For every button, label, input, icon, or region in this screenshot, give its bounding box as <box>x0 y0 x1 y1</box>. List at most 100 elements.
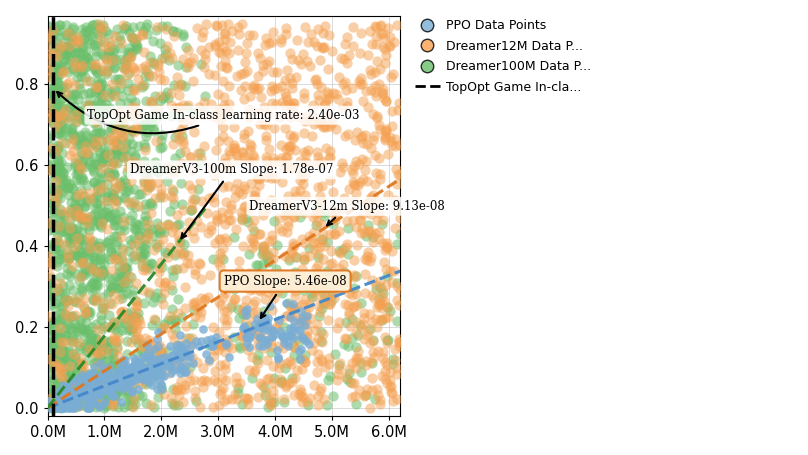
Dreamer100M Data P... <box>141 20 154 28</box>
Dreamer12M Data P... <box>258 344 271 351</box>
Dreamer100M Data P... <box>53 210 66 217</box>
Dreamer100M Data P... <box>59 44 72 51</box>
Dreamer12M Data P... <box>358 310 371 317</box>
PPO Data Points <box>140 372 153 379</box>
Dreamer12M Data P... <box>62 255 75 263</box>
Dreamer12M Data P... <box>248 187 261 195</box>
PPO Data Points <box>167 352 180 359</box>
Dreamer12M Data P... <box>60 89 73 96</box>
Dreamer100M Data P... <box>242 250 255 258</box>
Dreamer100M Data P... <box>71 165 84 172</box>
PPO Data Points <box>99 371 112 379</box>
Dreamer100M Data P... <box>85 282 98 289</box>
Dreamer12M Data P... <box>372 154 385 162</box>
Dreamer100M Data P... <box>57 46 69 54</box>
Dreamer12M Data P... <box>246 158 259 165</box>
Dreamer12M Data P... <box>242 400 255 408</box>
Dreamer12M Data P... <box>44 263 57 270</box>
PPO Data Points <box>92 391 105 399</box>
Dreamer100M Data P... <box>78 304 90 312</box>
Dreamer12M Data P... <box>335 55 347 62</box>
Dreamer12M Data P... <box>343 365 356 373</box>
Dreamer100M Data P... <box>187 306 200 313</box>
Dreamer12M Data P... <box>228 296 241 303</box>
PPO Data Points <box>113 380 126 388</box>
Dreamer100M Data P... <box>77 35 90 42</box>
Dreamer100M Data P... <box>47 341 60 348</box>
PPO Data Points <box>48 404 61 411</box>
Dreamer12M Data P... <box>116 308 129 315</box>
Dreamer100M Data P... <box>52 222 65 230</box>
Dreamer12M Data P... <box>138 335 151 342</box>
Dreamer12M Data P... <box>69 154 82 161</box>
PPO Data Points <box>47 404 60 411</box>
Dreamer12M Data P... <box>44 273 57 280</box>
Dreamer12M Data P... <box>282 219 295 226</box>
Dreamer12M Data P... <box>53 222 65 229</box>
Dreamer100M Data P... <box>175 313 188 320</box>
Dreamer100M Data P... <box>59 296 72 303</box>
Dreamer12M Data P... <box>385 137 398 145</box>
Dreamer100M Data P... <box>82 390 95 398</box>
Dreamer12M Data P... <box>370 112 383 119</box>
Dreamer12M Data P... <box>209 212 222 219</box>
Dreamer100M Data P... <box>57 399 70 406</box>
PPO Data Points <box>241 328 254 335</box>
Dreamer12M Data P... <box>381 361 393 368</box>
Dreamer12M Data P... <box>213 402 225 409</box>
Dreamer100M Data P... <box>165 112 178 120</box>
Dreamer12M Data P... <box>140 187 153 194</box>
Dreamer100M Data P... <box>61 125 74 132</box>
PPO Data Points <box>163 362 176 369</box>
Dreamer100M Data P... <box>151 243 164 250</box>
Dreamer12M Data P... <box>342 311 355 318</box>
Dreamer12M Data P... <box>131 325 144 332</box>
Dreamer12M Data P... <box>282 254 295 262</box>
Dreamer100M Data P... <box>86 163 99 171</box>
Dreamer100M Data P... <box>59 348 72 355</box>
PPO Data Points <box>133 363 146 370</box>
PPO Data Points <box>78 380 90 388</box>
Dreamer12M Data P... <box>115 308 128 316</box>
Dreamer100M Data P... <box>45 35 58 43</box>
Dreamer100M Data P... <box>72 241 85 248</box>
Dreamer12M Data P... <box>373 229 386 236</box>
Dreamer100M Data P... <box>102 346 115 353</box>
Dreamer12M Data P... <box>174 126 187 133</box>
Dreamer12M Data P... <box>83 237 96 244</box>
Dreamer100M Data P... <box>51 80 64 87</box>
PPO Data Points <box>72 374 85 382</box>
Dreamer12M Data P... <box>356 320 369 328</box>
Dreamer12M Data P... <box>278 395 291 402</box>
Dreamer100M Data P... <box>52 186 65 193</box>
Dreamer12M Data P... <box>243 140 256 147</box>
Dreamer12M Data P... <box>347 217 360 224</box>
Dreamer12M Data P... <box>326 205 339 212</box>
Dreamer12M Data P... <box>290 253 303 260</box>
Dreamer12M Data P... <box>170 363 183 370</box>
Dreamer12M Data P... <box>67 59 80 66</box>
Dreamer100M Data P... <box>71 171 84 178</box>
Dreamer12M Data P... <box>89 137 102 145</box>
Dreamer100M Data P... <box>83 374 96 381</box>
Dreamer100M Data P... <box>116 119 129 126</box>
PPO Data Points <box>128 362 141 369</box>
Dreamer100M Data P... <box>119 126 132 134</box>
PPO Data Points <box>266 334 279 341</box>
Dreamer12M Data P... <box>272 364 285 371</box>
Dreamer100M Data P... <box>86 33 99 40</box>
Dreamer12M Data P... <box>76 382 89 389</box>
Dreamer100M Data P... <box>90 68 103 76</box>
Dreamer12M Data P... <box>214 390 227 398</box>
Dreamer12M Data P... <box>275 270 288 278</box>
Dreamer12M Data P... <box>313 302 326 309</box>
Dreamer100M Data P... <box>194 61 207 68</box>
Dreamer100M Data P... <box>104 189 117 197</box>
Dreamer100M Data P... <box>139 228 152 236</box>
Dreamer100M Data P... <box>57 348 69 355</box>
Dreamer100M Data P... <box>70 142 83 149</box>
Dreamer12M Data P... <box>177 398 190 405</box>
Dreamer12M Data P... <box>128 68 141 75</box>
Dreamer100M Data P... <box>96 363 109 370</box>
Dreamer12M Data P... <box>267 158 280 166</box>
